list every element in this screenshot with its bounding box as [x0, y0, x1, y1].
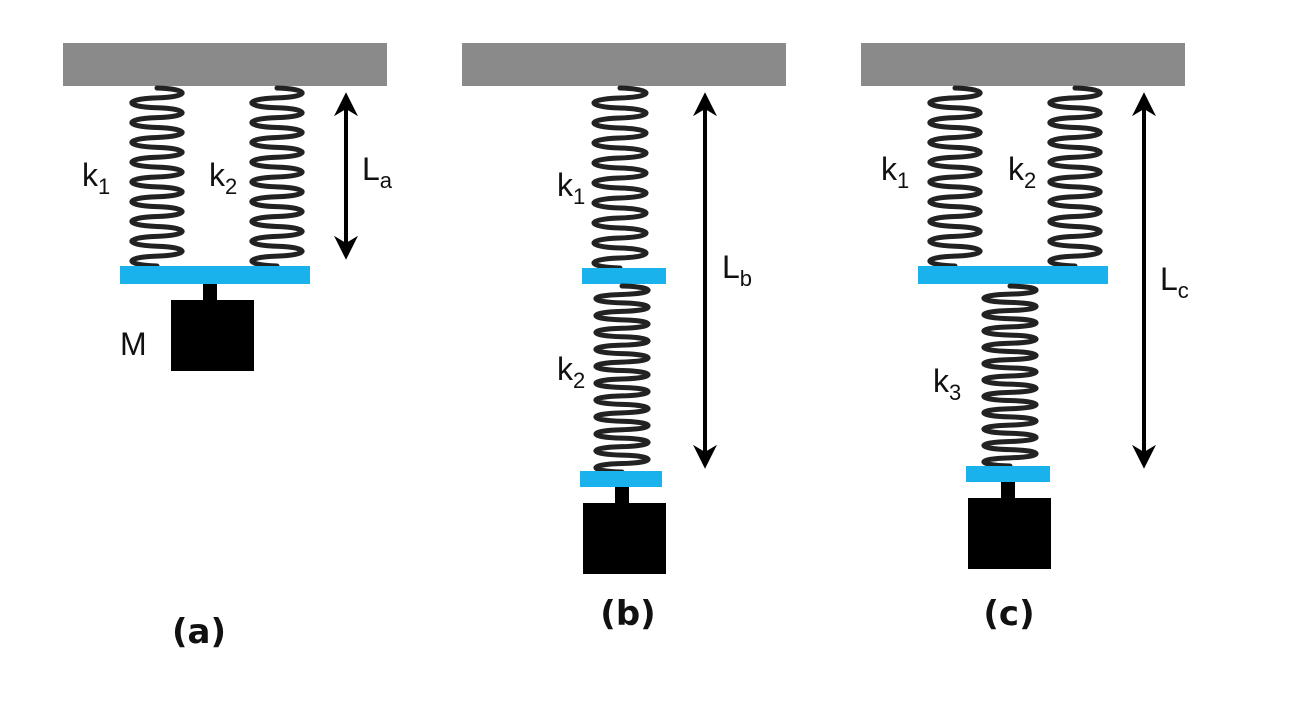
spring-label-b-k2: k2	[557, 351, 585, 393]
length-label-c: Lc	[1160, 261, 1189, 303]
caption-a: (a)	[172, 612, 226, 652]
plate-b-upper	[582, 268, 666, 284]
spring-a-k2	[249, 85, 305, 269]
spring-label-c-k3: k3	[933, 363, 961, 405]
spring-c-k3	[981, 283, 1039, 469]
spring-c-k2	[1047, 85, 1103, 269]
spring-b-k1	[591, 85, 649, 271]
plate-c-lower	[966, 466, 1050, 482]
mass-hook-b	[615, 487, 629, 505]
mass-hook-c	[1001, 482, 1015, 500]
plate-b-lower	[580, 471, 662, 487]
ceiling-b	[462, 43, 786, 86]
spring-label-c-k1: k1	[881, 151, 909, 193]
spring-label-a-k1: k1	[82, 157, 110, 199]
mass-a	[171, 300, 254, 371]
ceiling-a	[63, 43, 387, 86]
panel-c: k1 k2 k3 Lc (c)	[861, 43, 1189, 634]
plate-c-upper	[918, 266, 1108, 284]
spring-label-b-k1: k1	[557, 167, 585, 209]
mass-hook-a	[203, 284, 217, 302]
plate-a	[120, 266, 310, 284]
panel-b: k1 k2 Lb (b)	[462, 43, 786, 634]
mass-c	[968, 498, 1051, 569]
spring-a-k1	[129, 85, 185, 269]
mass-label-a: M	[120, 326, 147, 362]
panel-a: k1 k2 La M (a)	[63, 43, 393, 652]
length-label-a: La	[362, 151, 393, 193]
spring-label-a-k2: k2	[209, 157, 237, 199]
ceiling-c	[861, 43, 1185, 86]
mass-b	[583, 503, 666, 574]
length-label-b: Lb	[722, 249, 752, 291]
caption-c: (c)	[983, 594, 1034, 634]
spring-label-c-k2: k2	[1008, 151, 1036, 193]
caption-b: (b)	[600, 594, 655, 634]
spring-b-k2	[593, 283, 651, 475]
spring-c-k1	[927, 85, 983, 269]
